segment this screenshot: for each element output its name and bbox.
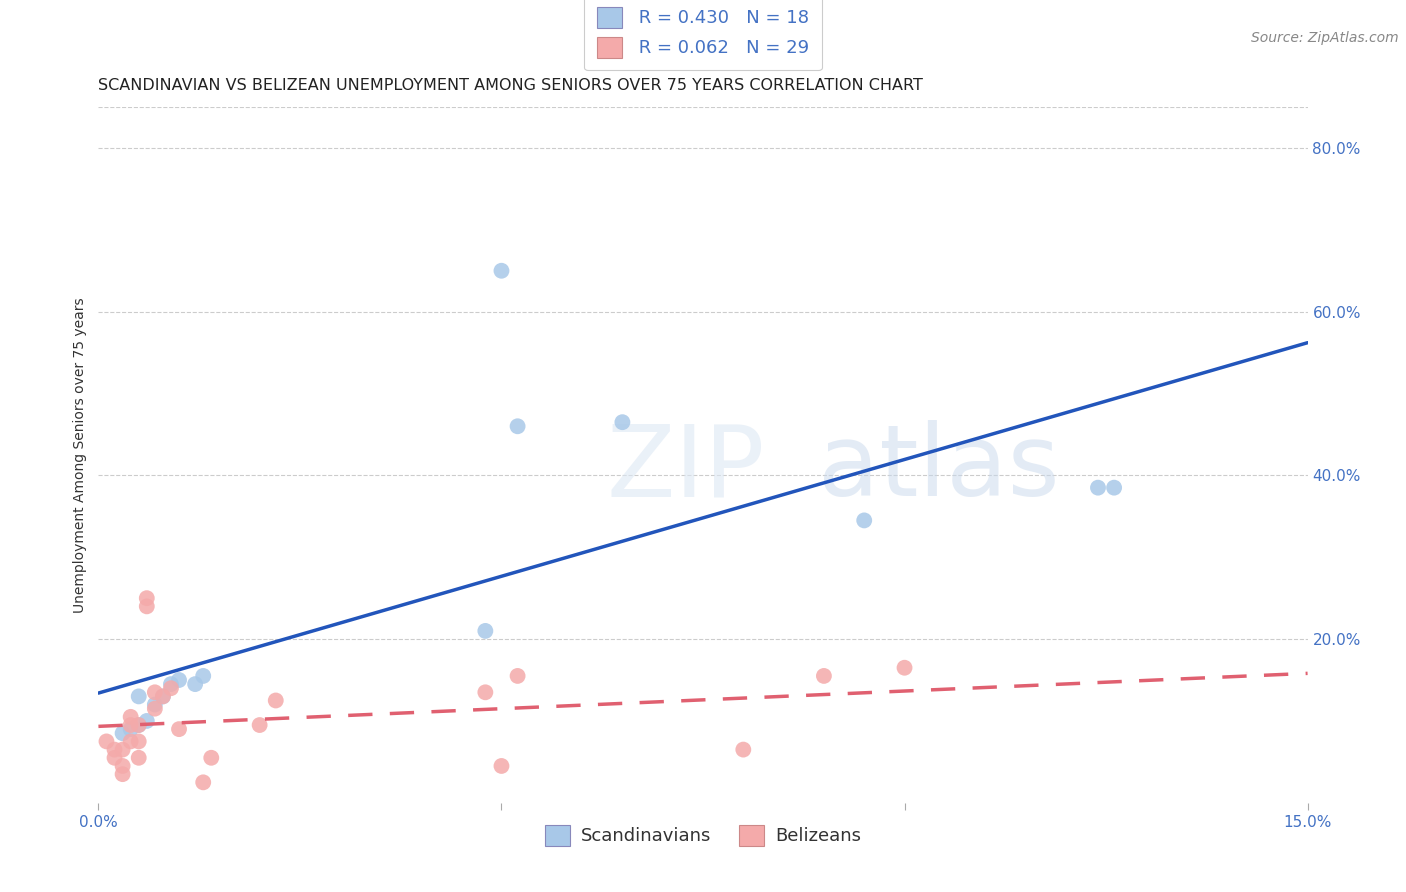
Text: atlas: atlas [818, 420, 1060, 517]
Point [143, 698, 166, 712]
Point [120, 710, 142, 724]
Point [506, 419, 529, 434]
Point [491, 264, 513, 278]
Point [893, 661, 915, 675]
Point [474, 685, 496, 699]
Point [474, 624, 496, 638]
Point [193, 775, 215, 789]
Point [264, 693, 287, 707]
Point [135, 714, 157, 728]
Point [143, 701, 166, 715]
Point [135, 599, 157, 614]
Point [1087, 481, 1109, 495]
Point [128, 734, 150, 748]
Point [193, 669, 215, 683]
Point [111, 742, 134, 756]
Point [152, 690, 174, 704]
Point [96, 734, 118, 748]
Point [103, 742, 125, 756]
Point [200, 751, 222, 765]
Point [612, 415, 634, 429]
Point [184, 677, 207, 691]
Point [167, 673, 190, 687]
Text: ZIP: ZIP [606, 420, 765, 517]
Point [120, 718, 142, 732]
Point [120, 734, 142, 748]
Text: SCANDINAVIAN VS BELIZEAN UNEMPLOYMENT AMONG SENIORS OVER 75 YEARS CORRELATION CH: SCANDINAVIAN VS BELIZEAN UNEMPLOYMENT AM… [98, 78, 924, 94]
Point [111, 759, 134, 773]
Point [491, 759, 513, 773]
Point [128, 751, 150, 765]
Point [128, 718, 150, 732]
Point [103, 751, 125, 765]
Y-axis label: Unemployment Among Seniors over 75 years: Unemployment Among Seniors over 75 years [73, 297, 87, 613]
Point [160, 681, 183, 696]
Point [733, 742, 755, 756]
Point [135, 591, 157, 606]
Legend: Scandinavians, Belizeans: Scandinavians, Belizeans [538, 818, 868, 853]
Point [152, 690, 174, 704]
Point [167, 722, 190, 736]
Point [143, 685, 166, 699]
Point [506, 669, 529, 683]
Text: Source: ZipAtlas.com: Source: ZipAtlas.com [1251, 31, 1399, 45]
Point [120, 722, 142, 736]
Point [1102, 481, 1125, 495]
Point [111, 726, 134, 740]
Point [128, 718, 150, 732]
Point [249, 718, 271, 732]
Point [128, 690, 150, 704]
Point [111, 767, 134, 781]
Point [853, 513, 876, 527]
Point [813, 669, 835, 683]
Point [160, 677, 183, 691]
